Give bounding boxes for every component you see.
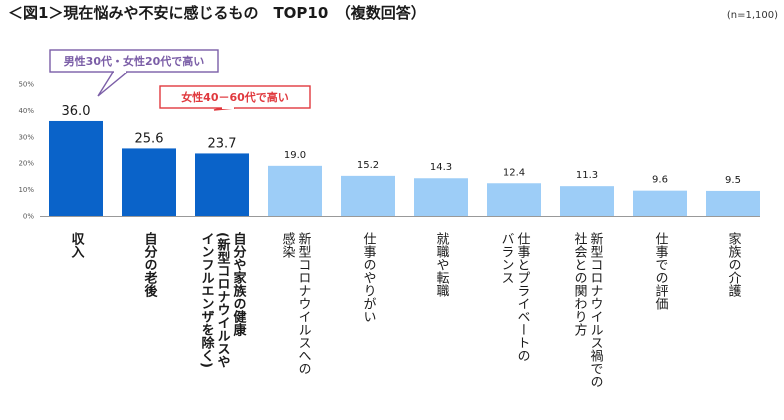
data-label: 9.6	[652, 175, 668, 186]
callout-pointer	[97, 71, 129, 97]
sample-note: (n=1,100)	[727, 10, 778, 21]
bar	[122, 148, 176, 216]
category-label: 新型コロナウイルス禍での	[588, 231, 604, 388]
bar	[633, 190, 687, 216]
callout-box	[49, 49, 219, 73]
category-label: インフルエンザを除く)	[199, 232, 215, 368]
category-label: 仕事とプライベートの	[515, 232, 531, 362]
bar	[49, 120, 103, 216]
value-labels: 36.0 25.6 23.7 19.0 15.2 14.3 12.4 11.3 9.6 9.5	[62, 104, 741, 186]
callout-box	[159, 85, 311, 109]
y-tick-label: 10%	[18, 186, 34, 194]
bar	[268, 165, 322, 216]
data-label: 12.4	[503, 167, 525, 178]
callout-text: 男性30代・女性20代で高い	[64, 54, 205, 68]
category-label: 社会との関わり方	[572, 231, 588, 337]
data-label: 11.3	[576, 170, 598, 181]
axis: 0% 10% 20% 30% 40% 50%	[18, 81, 760, 221]
category-label: 仕事での評価	[653, 232, 669, 310]
y-tick-label: 0%	[23, 213, 34, 221]
category-label: (新型コロナウイルスや	[215, 232, 231, 368]
bar	[341, 175, 395, 216]
category-label: 就職や転職	[434, 232, 450, 297]
category-label: 感染	[280, 231, 296, 258]
category-label: 仕事のやりがい	[361, 232, 377, 323]
data-label: 15.2	[357, 160, 379, 171]
category-label: 自分や家族の健康	[231, 231, 247, 337]
data-label: 36.0	[62, 104, 91, 119]
category-label: 自分の老後	[142, 231, 159, 298]
category-label: 家族の介護	[726, 231, 742, 297]
data-label: 9.5	[725, 175, 741, 186]
y-tick-label: 50%	[18, 81, 34, 89]
callout-text: 女性40－60代で高い	[181, 90, 289, 104]
data-label: 19.0	[284, 150, 306, 161]
bar	[706, 190, 760, 216]
y-tick-label: 20%	[18, 160, 34, 168]
category-label: 収入	[69, 232, 85, 258]
data-label: 25.6	[135, 131, 164, 146]
chart-title: ＜図1＞現在悩みや不安に感じるもの TOP10 （複数回答）	[8, 4, 426, 22]
bar	[195, 153, 249, 216]
bars	[49, 120, 760, 216]
data-label: 14.3	[430, 162, 452, 173]
y-tick-label: 40%	[18, 107, 34, 115]
bar	[560, 186, 614, 216]
data-label: 23.7	[208, 136, 237, 151]
category-label: バランス	[499, 232, 515, 284]
bar	[487, 183, 541, 216]
y-tick-label: 30%	[18, 133, 34, 141]
category-label: 新型コロナウイルスへの	[296, 231, 312, 375]
bar	[414, 178, 468, 216]
